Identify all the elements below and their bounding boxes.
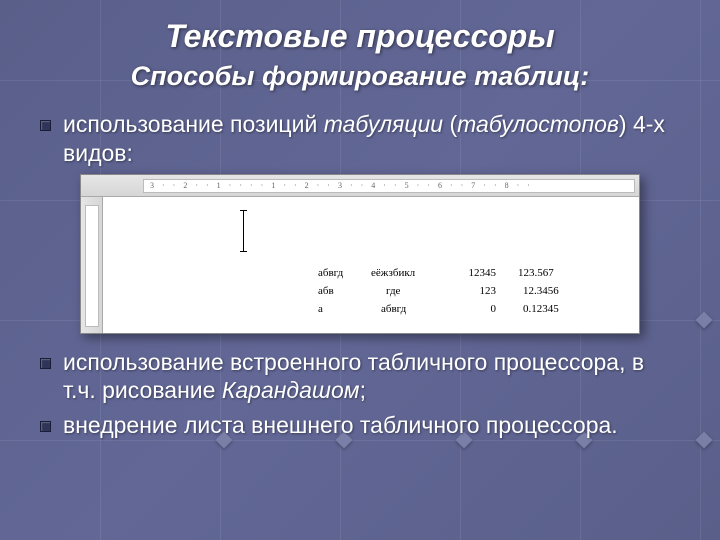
bullet-item-1: использование позиций табуляции (табулос… [40, 110, 680, 168]
text-run-italic: Карандашом [222, 377, 360, 403]
bullet-text-2: использование встроенного табличного про… [63, 348, 680, 406]
bullet-marker-icon [40, 120, 51, 131]
slide-title: Текстовые процессоры [40, 18, 680, 55]
ruler-horizontal: 3 · · 2 · · 1 · · · · 1 · · 2 · · 3 · · … [81, 175, 639, 197]
cell-r3c4: 0.12345 [523, 303, 559, 315]
bullet-text-3: внедрение листа внешнего табличного проц… [63, 411, 618, 440]
text-run-italic: табуляции [324, 111, 443, 137]
cell-r1c2: еёжзбикл [371, 267, 415, 279]
bullet-marker-icon [40, 358, 51, 369]
text-caret [243, 211, 244, 251]
text-run: ; [360, 377, 366, 403]
doc-body: абвгд еёжзбикл 12345 123.567 абв где 123… [81, 197, 639, 333]
bullet-text-1: использование позиций табуляции (табулос… [63, 110, 680, 168]
bullet-list: использование позиций табуляции (табулос… [40, 110, 680, 168]
word-screenshot: 3 · · 2 · · 1 · · · · 1 · · 2 · · 3 · · … [80, 174, 640, 334]
ruler-numbers: 3 · · 2 · · 1 · · · · 1 · · 2 · · 3 · · … [150, 181, 533, 190]
text-run: использование позиций [63, 111, 324, 137]
cell-r2c4: 12.3456 [523, 285, 559, 297]
slide-subtitle: Способы формирование таблиц: [40, 61, 680, 92]
cell-r3c2: абвгд [381, 303, 406, 315]
bullet-item-3: внедрение листа внешнего табличного проц… [40, 411, 680, 440]
bullet-item-2: использование встроенного табличного про… [40, 348, 680, 406]
cell-r1c3: 12345 [448, 267, 496, 279]
text-run: ( [443, 111, 457, 137]
cell-r3c1: а [318, 303, 323, 315]
cell-r2c2: где [386, 285, 400, 297]
cell-r2c3: 123 [448, 285, 496, 297]
ruler-scale-h: 3 · · 2 · · 1 · · · · 1 · · 2 · · 3 · · … [143, 179, 635, 193]
bullet-list-2: использование встроенного табличного про… [40, 348, 680, 440]
ruler-scale-v [85, 205, 99, 327]
cell-r3c3: 0 [448, 303, 496, 315]
text-run-italic: табулостопов [457, 111, 619, 137]
ruler-vertical [81, 197, 103, 333]
bullet-marker-icon [40, 421, 51, 432]
slide: Текстовые процессоры Способы формировани… [0, 0, 720, 540]
cell-r2c1: абв [318, 285, 334, 297]
doc-page: абвгд еёжзбикл 12345 123.567 абв где 123… [103, 197, 639, 333]
cell-r1c1: абвгд [318, 267, 343, 279]
cell-r1c4: 123.567 [518, 267, 554, 279]
